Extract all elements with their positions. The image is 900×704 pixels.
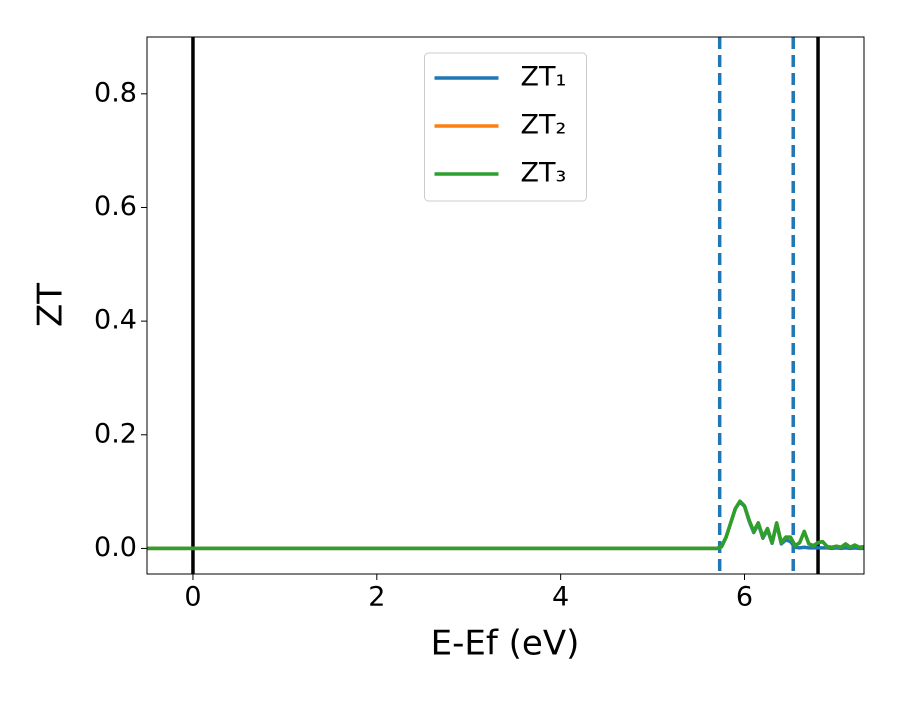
y-tick-label: 0.2 bbox=[94, 418, 137, 449]
y-tick-label: 0.8 bbox=[94, 77, 137, 108]
plot-area bbox=[147, 37, 864, 574]
y-tick-label: 0.0 bbox=[94, 532, 137, 563]
legend-box bbox=[424, 52, 587, 202]
y-axis-label: ZT bbox=[31, 283, 71, 327]
x-axis-label: E-Ef (eV) bbox=[431, 624, 580, 664]
x-tick-label: 4 bbox=[552, 582, 569, 613]
axes-frame bbox=[146, 36, 865, 575]
legend-label: ZT₃ bbox=[521, 158, 567, 189]
y-tick-label: 0.4 bbox=[94, 305, 137, 336]
legend-label: ZT₁ bbox=[521, 62, 567, 93]
y-tick-label: 0.6 bbox=[94, 191, 137, 222]
legend-label: ZT₂ bbox=[521, 110, 567, 141]
x-tick-label: 6 bbox=[736, 582, 753, 613]
line bbox=[147, 499, 864, 551]
x-tick-label: 0 bbox=[184, 582, 201, 613]
x-tick-label: 2 bbox=[368, 582, 385, 613]
